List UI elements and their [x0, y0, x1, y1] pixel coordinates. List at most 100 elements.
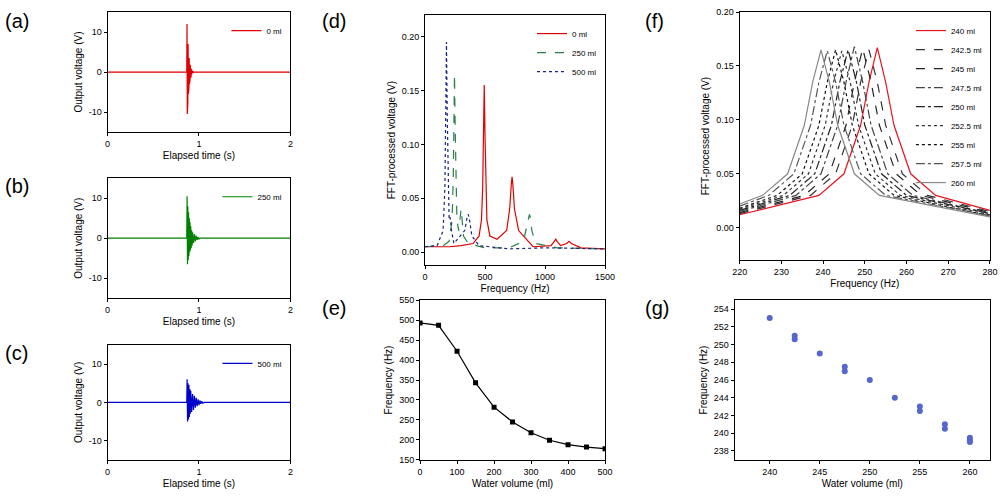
svg-text:100: 100 — [450, 467, 465, 477]
svg-text:350: 350 — [399, 375, 414, 385]
svg-text:247.5 ml: 247.5 ml — [951, 84, 982, 93]
svg-text:255: 255 — [912, 467, 927, 477]
svg-text:1500: 1500 — [595, 272, 615, 282]
svg-text:FFT-processed voltage (V): FFT-processed voltage (V) — [700, 77, 711, 195]
svg-text:260 ml: 260 ml — [951, 179, 975, 188]
svg-text:Output voltage (V): Output voltage (V) — [73, 362, 84, 443]
svg-text:(f): (f) — [645, 10, 664, 32]
svg-text:0.15: 0.15 — [716, 61, 734, 71]
svg-text:240 ml: 240 ml — [951, 27, 975, 36]
svg-text:Elapsed time (s): Elapsed time (s) — [163, 316, 235, 327]
svg-text:Water volume (ml): Water volume (ml) — [822, 478, 903, 489]
svg-text:2: 2 — [288, 139, 293, 149]
svg-text:250 ml: 250 ml — [951, 103, 975, 112]
svg-text:250: 250 — [862, 467, 877, 477]
svg-text:245 ml: 245 ml — [951, 65, 975, 74]
svg-text:-10: -10 — [89, 107, 102, 117]
svg-text:250: 250 — [399, 415, 414, 425]
svg-text:0: 0 — [423, 272, 428, 282]
svg-text:550: 550 — [399, 295, 414, 305]
svg-text:0: 0 — [105, 305, 110, 315]
svg-text:10: 10 — [92, 359, 102, 369]
svg-text:200: 200 — [487, 467, 502, 477]
svg-text:0 ml: 0 ml — [572, 30, 587, 39]
svg-text:500: 500 — [597, 467, 612, 477]
svg-text:300: 300 — [524, 467, 539, 477]
svg-text:10: 10 — [92, 27, 102, 37]
svg-text:240: 240 — [762, 467, 777, 477]
svg-text:240: 240 — [816, 267, 831, 277]
svg-text:0: 0 — [105, 467, 110, 477]
svg-text:Frequency (Hz): Frequency (Hz) — [830, 278, 899, 289]
svg-text:260: 260 — [962, 467, 977, 477]
svg-text:FFT-processed voltage (V): FFT-processed voltage (V) — [386, 81, 397, 199]
svg-text:0.20: 0.20 — [402, 32, 420, 42]
svg-text:Output voltage (V): Output voltage (V) — [73, 31, 84, 112]
svg-text:0.10: 0.10 — [402, 140, 420, 150]
svg-text:Frequency (Hz): Frequency (Hz) — [383, 346, 394, 415]
svg-text:Elapsed time (s): Elapsed time (s) — [163, 478, 235, 489]
svg-text:240: 240 — [714, 428, 729, 438]
svg-text:Frequency (Hz): Frequency (Hz) — [698, 346, 709, 415]
svg-text:244: 244 — [714, 393, 729, 403]
svg-text:250: 250 — [714, 340, 729, 350]
svg-text:0.10: 0.10 — [716, 115, 734, 125]
svg-text:(e): (e) — [322, 297, 346, 319]
svg-text:257.5 ml: 257.5 ml — [951, 160, 982, 169]
svg-text:400: 400 — [399, 355, 414, 365]
svg-text:500: 500 — [399, 315, 414, 325]
svg-text:(b): (b) — [5, 175, 29, 197]
svg-text:238: 238 — [714, 446, 729, 456]
svg-text:0.00: 0.00 — [716, 223, 734, 233]
svg-text:242.5 ml: 242.5 ml — [951, 46, 982, 55]
svg-text:246: 246 — [714, 375, 729, 385]
svg-text:245: 245 — [812, 467, 827, 477]
svg-text:150: 150 — [399, 455, 414, 465]
svg-text:242: 242 — [714, 411, 729, 421]
svg-text:300: 300 — [399, 395, 414, 405]
svg-text:1: 1 — [196, 139, 201, 149]
svg-text:0.00: 0.00 — [402, 247, 420, 257]
svg-text:400: 400 — [561, 467, 576, 477]
svg-text:1: 1 — [196, 467, 201, 477]
svg-text:500 ml: 500 ml — [257, 360, 281, 369]
svg-text:250 ml: 250 ml — [572, 49, 596, 58]
svg-text:(c): (c) — [5, 342, 28, 364]
svg-text:252: 252 — [714, 322, 729, 332]
svg-text:2: 2 — [288, 305, 293, 315]
svg-text:(g): (g) — [645, 297, 669, 319]
svg-text:Output voltage (V): Output voltage (V) — [73, 198, 84, 279]
svg-text:0.15: 0.15 — [402, 86, 420, 96]
svg-text:450: 450 — [399, 335, 414, 345]
svg-text:-10: -10 — [89, 273, 102, 283]
svg-text:(a): (a) — [5, 10, 29, 32]
svg-text:0.05: 0.05 — [402, 193, 420, 203]
svg-text:250 ml: 250 ml — [257, 193, 281, 202]
svg-text:255 ml: 255 ml — [951, 141, 975, 150]
svg-text:1000: 1000 — [535, 272, 555, 282]
svg-text:Elapsed time (s): Elapsed time (s) — [163, 150, 235, 161]
svg-text:230: 230 — [774, 267, 789, 277]
svg-text:0: 0 — [97, 398, 102, 408]
svg-text:-10: -10 — [89, 436, 102, 446]
svg-text:200: 200 — [399, 435, 414, 445]
svg-text:248: 248 — [714, 357, 729, 367]
svg-text:250: 250 — [857, 267, 872, 277]
svg-text:(d): (d) — [322, 10, 346, 32]
svg-text:500 ml: 500 ml — [572, 68, 596, 77]
svg-text:0: 0 — [418, 467, 423, 477]
svg-text:0: 0 — [105, 139, 110, 149]
svg-text:2: 2 — [288, 467, 293, 477]
svg-text:Water volume (ml): Water volume (ml) — [472, 478, 553, 489]
svg-text:0: 0 — [97, 67, 102, 77]
svg-text:260: 260 — [899, 267, 914, 277]
svg-text:500: 500 — [478, 272, 493, 282]
svg-text:0 ml: 0 ml — [266, 27, 281, 36]
svg-text:Frequency (Hz): Frequency (Hz) — [481, 283, 550, 294]
svg-text:0: 0 — [97, 233, 102, 243]
svg-text:0.05: 0.05 — [716, 169, 734, 179]
svg-text:254: 254 — [714, 304, 729, 314]
svg-text:220: 220 — [732, 267, 747, 277]
svg-text:280: 280 — [982, 267, 997, 277]
svg-text:0.20: 0.20 — [716, 7, 734, 17]
